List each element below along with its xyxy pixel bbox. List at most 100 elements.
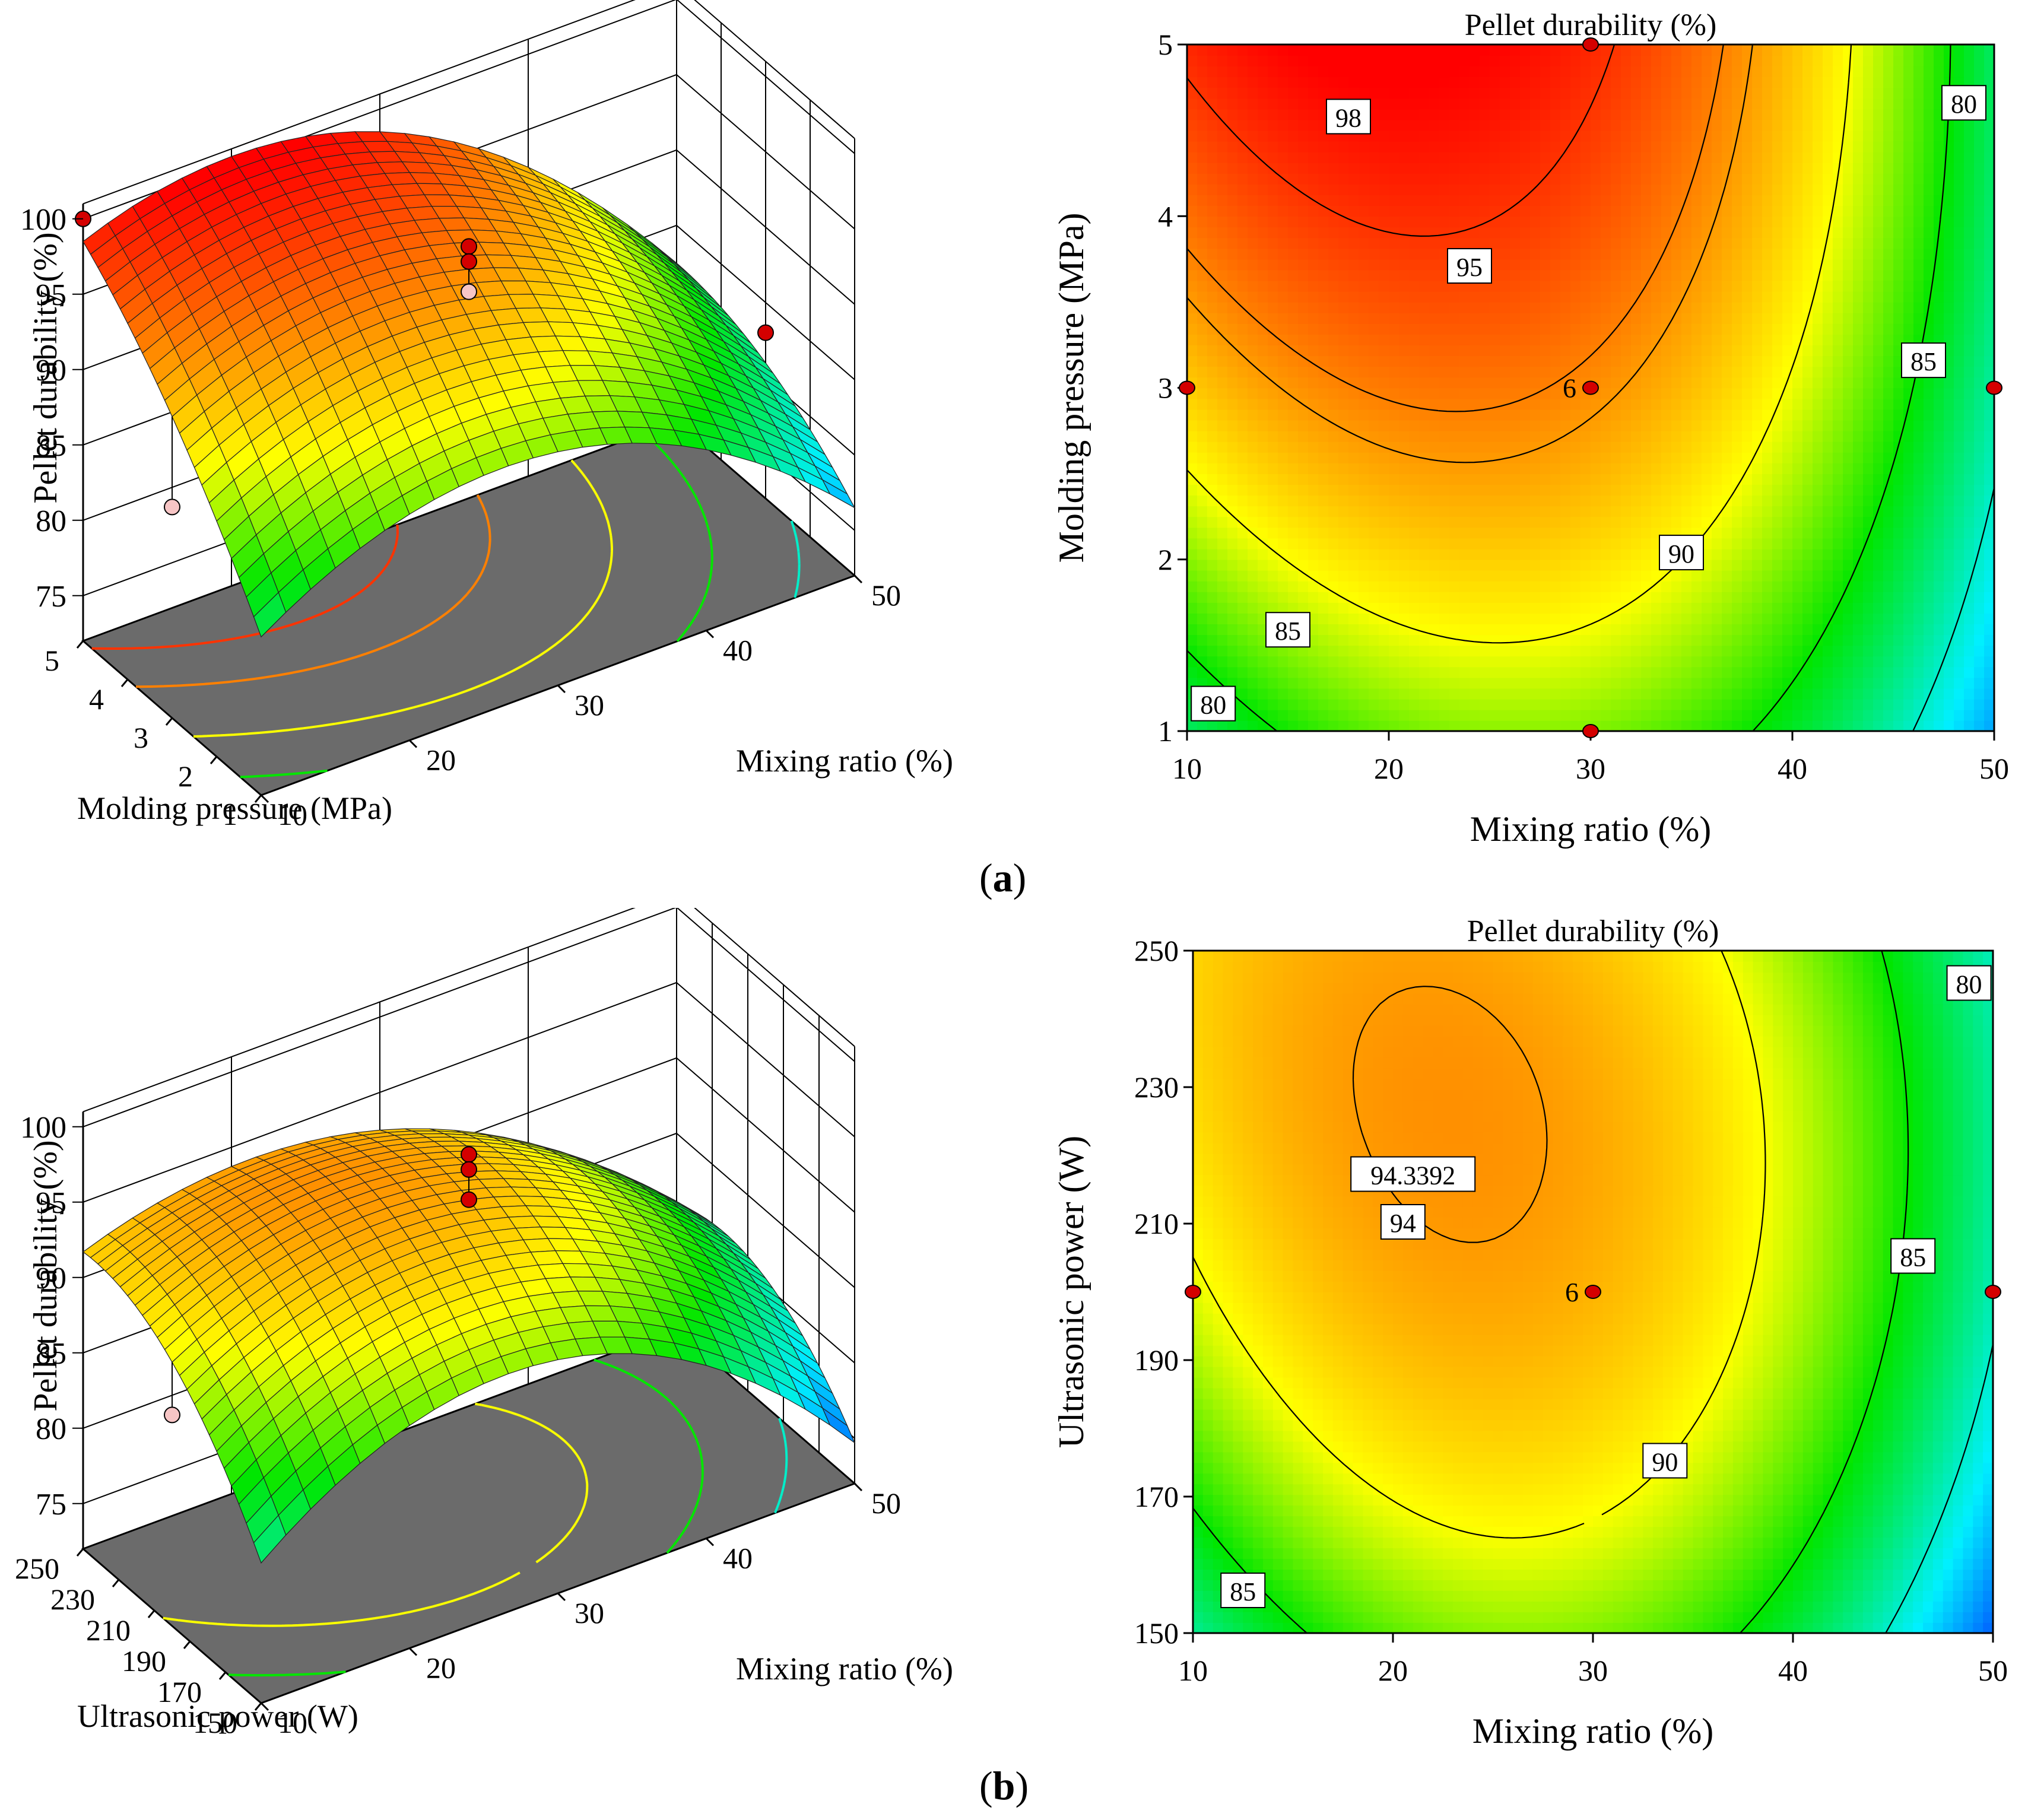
heat-cell: [1338, 559, 1349, 571]
heat-cell: [1681, 323, 1692, 335]
heat-cell: [1490, 484, 1500, 496]
heat-cell: [1691, 656, 1702, 668]
heat-cell: [1611, 98, 1621, 110]
heat-cell: [1681, 237, 1692, 249]
heat-cell: [1671, 516, 1682, 528]
heat-cell: [1792, 452, 1803, 463]
heat-cell: [1530, 709, 1541, 721]
heat-cell: [1580, 516, 1591, 528]
heat-cell: [1621, 87, 1632, 99]
heat-cell: [1863, 151, 1874, 163]
heat-cell: [1359, 591, 1369, 603]
heat-cell: [1601, 527, 1611, 539]
heat-cell: [1722, 195, 1732, 206]
heat-cell: [1480, 624, 1490, 636]
heat-cell: [1742, 334, 1753, 345]
heat-cell: [1722, 205, 1732, 217]
heat-cell: [1712, 237, 1722, 249]
heat-cell: [1641, 548, 1652, 560]
heat-cell: [1611, 580, 1621, 592]
heat-cell: [1732, 66, 1743, 78]
heat-cell: [1470, 516, 1480, 528]
heat-cell: [1470, 602, 1480, 614]
heat-cell: [1530, 441, 1541, 453]
heat-cell: [1288, 205, 1299, 217]
heat-cell: [1419, 441, 1430, 453]
heat-cell: [1702, 66, 1712, 78]
heat-cell: [1207, 119, 1218, 131]
heat-cell: [1772, 634, 1783, 646]
heat-cell: [1389, 420, 1399, 431]
heat-cell: [1550, 98, 1561, 110]
heat-cell: [1671, 645, 1682, 657]
heat-cell: [1298, 420, 1309, 431]
heat-cell: [1621, 216, 1632, 228]
heat-cell: [1742, 259, 1753, 271]
heat-cell: [1651, 366, 1662, 378]
heat-cell: [1681, 377, 1692, 389]
heat-cell: [1510, 677, 1521, 689]
heat-cell: [1187, 474, 1198, 485]
heat-cell: [1813, 109, 1823, 120]
heat-cell: [1691, 184, 1702, 195]
heat-cell: [1560, 398, 1571, 410]
heat-cell: [1580, 227, 1591, 239]
heat-cell: [1661, 334, 1672, 345]
heat-cell: [1298, 698, 1309, 710]
heat-cell: [1611, 130, 1621, 142]
heat-cell: [1631, 312, 1642, 324]
heat-cell: [1248, 334, 1258, 345]
x-tick: [557, 684, 566, 694]
heat-cell: [1197, 613, 1208, 625]
heat-cell: [1258, 645, 1268, 657]
heat-cell: [1813, 688, 1823, 700]
heat-cell: [1621, 312, 1632, 324]
heat-cell: [1691, 441, 1702, 453]
heat-cell: [1369, 516, 1379, 528]
heat-cell: [1470, 709, 1480, 721]
heat-cell: [1510, 184, 1521, 195]
heat-cell: [1601, 666, 1611, 678]
heat-cell: [1802, 205, 1813, 217]
heat-cell: [1691, 688, 1702, 700]
heat-cell: [1813, 77, 1823, 88]
heat-cell: [1510, 345, 1521, 357]
heat-cell: [1843, 205, 1854, 217]
heat-cell: [1500, 656, 1510, 668]
heat-cell: [1772, 162, 1783, 174]
heat-cell: [1792, 698, 1803, 710]
heat-cell: [1671, 463, 1682, 474]
heat-cell: [1611, 119, 1621, 131]
heat-cell: [1439, 216, 1450, 228]
heat-cell: [1661, 345, 1672, 357]
heat-cell: [1409, 141, 1420, 153]
heat-cell: [1813, 645, 1823, 657]
heat-cell: [1348, 301, 1359, 313]
heat-cell: [1338, 248, 1349, 260]
heat-cell: [1651, 312, 1662, 324]
heat-cell: [1702, 77, 1712, 88]
heat-cell: [1480, 98, 1490, 110]
heat-cell: [1823, 66, 1833, 78]
heat-cell: [1520, 420, 1531, 431]
heat-cell: [1732, 377, 1743, 389]
heat-cell: [1278, 538, 1288, 550]
heat-cell: [1328, 624, 1339, 636]
heat-cell: [1752, 366, 1763, 378]
z-tick-label: 95: [36, 278, 66, 312]
heat-cell: [1762, 527, 1773, 539]
heat-cell: [1227, 301, 1238, 313]
heat-cell: [1782, 109, 1793, 120]
heat-cell: [1207, 516, 1218, 528]
heat-cell: [1580, 398, 1591, 410]
heat-cell: [1823, 334, 1833, 345]
heat-cell: [1853, 580, 1864, 592]
heat-cell: [1328, 677, 1339, 689]
heat-cell: [1207, 259, 1218, 271]
heat-cell: [1439, 355, 1450, 367]
heat-cell: [1258, 184, 1268, 195]
heat-cell: [1318, 516, 1329, 528]
heat-cell: [1550, 613, 1561, 625]
grid-line: [82, 0, 855, 205]
heat-cell: [1661, 613, 1672, 625]
